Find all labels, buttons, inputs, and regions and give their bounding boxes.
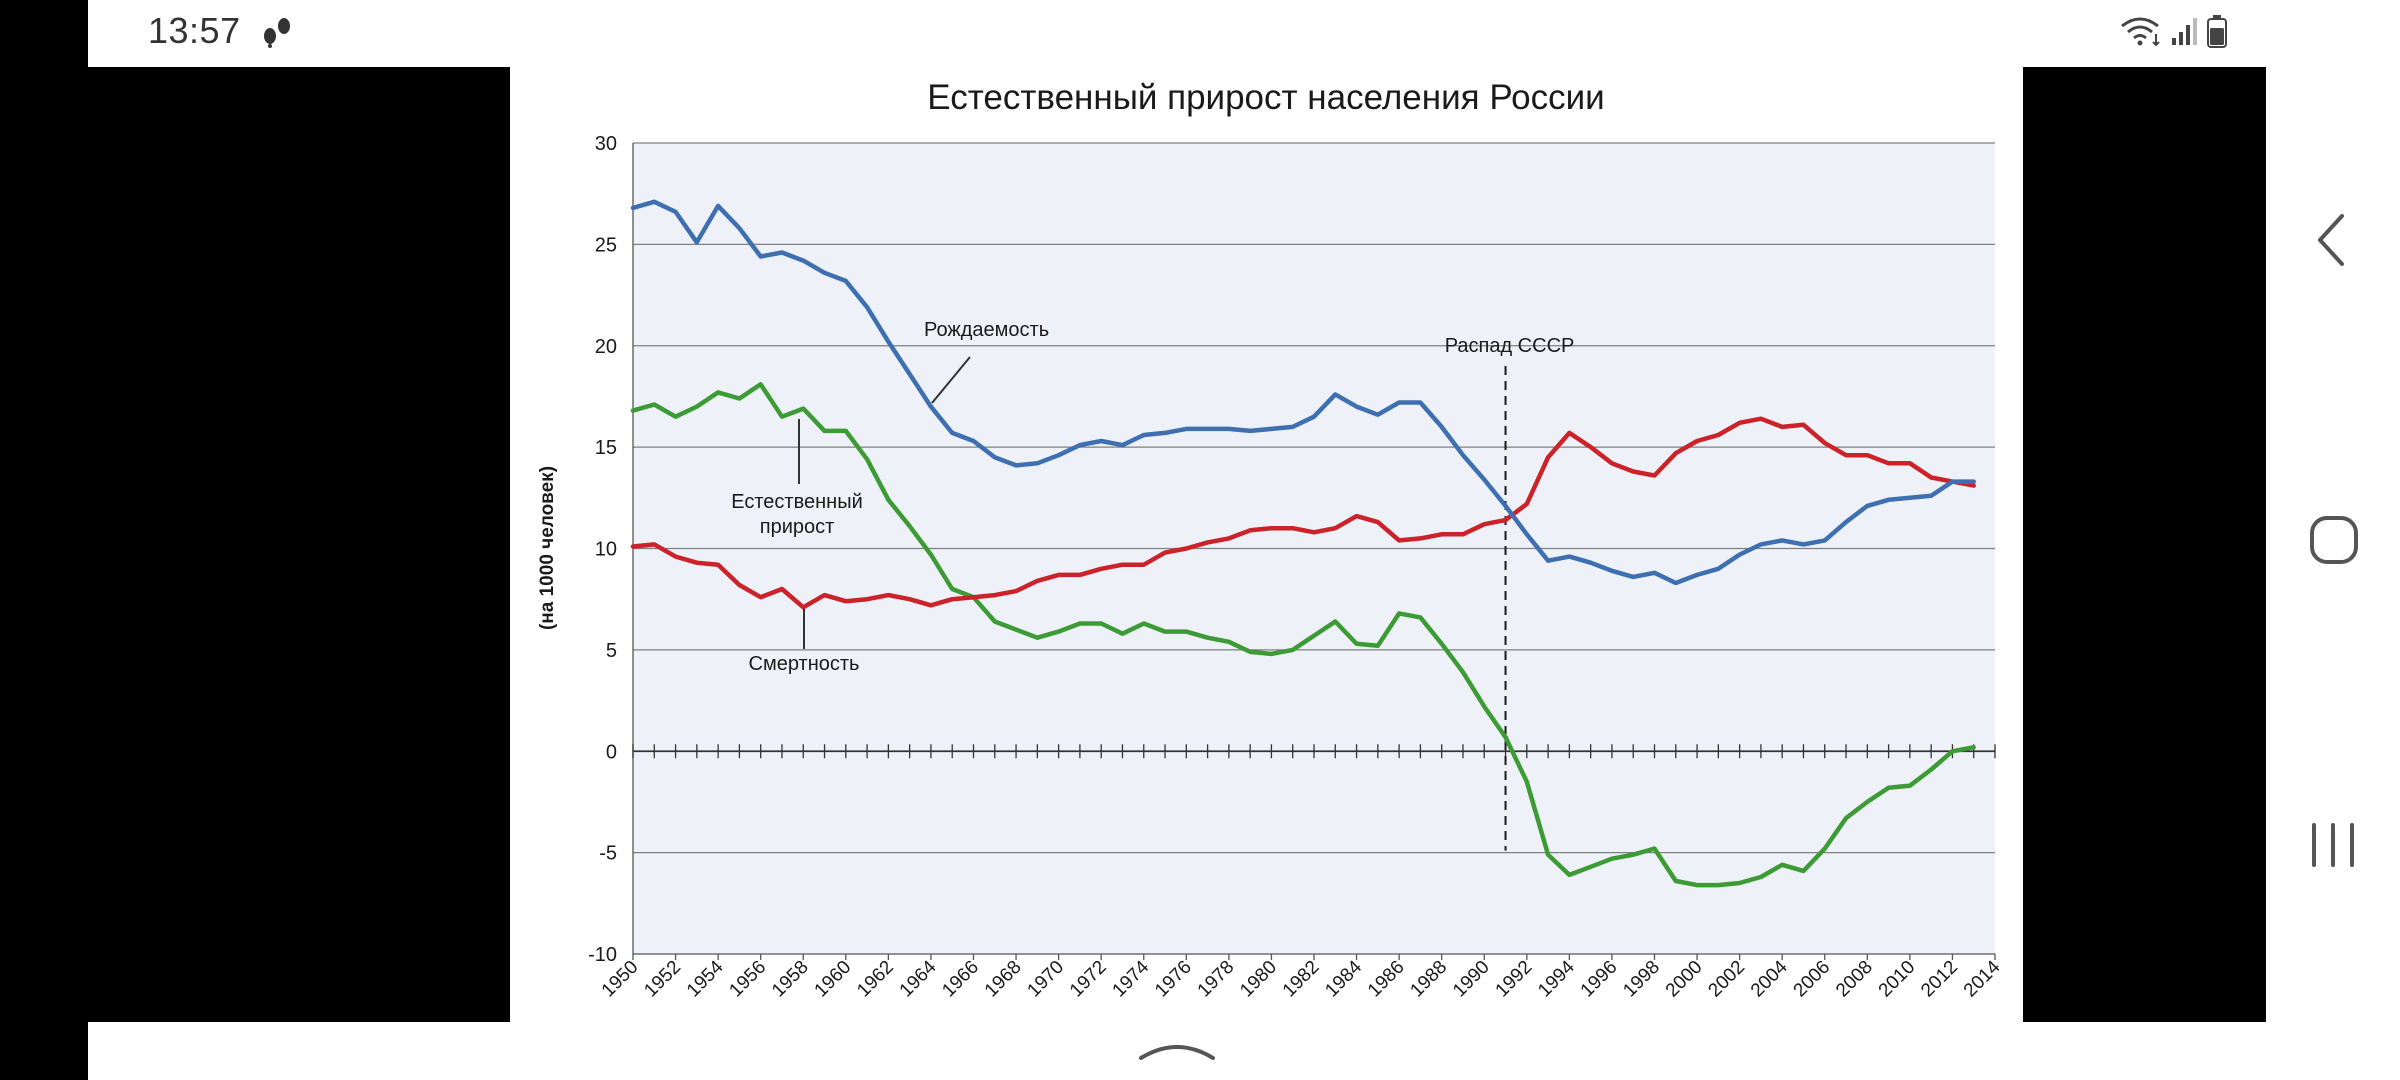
births-series-line xyxy=(630,199,1976,586)
status-time: 13:57 xyxy=(148,10,241,51)
event-marker: Распад СССР xyxy=(1445,335,1575,851)
x-tick-label: 1980 xyxy=(1236,957,1281,1002)
footsteps-icon xyxy=(264,18,290,48)
x-tick-label: 1984 xyxy=(1321,956,1366,1001)
x-tick-label: 2012 xyxy=(1917,957,1962,1002)
status-bar: 13:57 xyxy=(88,0,2266,67)
y-tick-label: 30 xyxy=(595,133,617,155)
y-tick-label: 25 xyxy=(595,234,617,256)
x-tick-label: 1954 xyxy=(683,956,728,1001)
x-tick-label: 1966 xyxy=(938,957,983,1002)
rounded-square-icon xyxy=(2310,516,2358,564)
y-tick-label: 20 xyxy=(595,336,617,358)
y-axis-label: (на 1000 человек) xyxy=(537,466,558,630)
three-bars-icon xyxy=(2312,823,2354,867)
x-tick-label: 1974 xyxy=(1109,956,1154,1001)
status-icons xyxy=(2120,14,2228,48)
chart-title: Естественный прирост населения России xyxy=(927,78,1604,117)
series-lines xyxy=(630,199,1976,888)
x-tick-label: 1978 xyxy=(1194,957,1239,1002)
x-tick-label: 1998 xyxy=(1619,957,1664,1002)
natural-increase-series-line xyxy=(630,382,1976,888)
chart: Естественный прирост населения России 30… xyxy=(537,78,2005,1002)
annotations: Рождаемость Естественный прирост Смертно… xyxy=(731,319,1049,675)
deaths-label: Смертность xyxy=(749,653,860,675)
y-tick-label: -10 xyxy=(588,944,617,966)
natural-label-line2: прирост xyxy=(760,516,835,538)
x-tick-label: 1956 xyxy=(725,957,770,1002)
x-tick-label: 1970 xyxy=(1023,957,1068,1002)
x-tick-label: 1986 xyxy=(1364,957,1409,1002)
x-tick-label: 1990 xyxy=(1449,957,1494,1002)
x-tick-label: 1988 xyxy=(1406,957,1451,1002)
image-viewer[interactable]: Естественный прирост населения России 30… xyxy=(88,67,2266,1022)
x-tick-label: 1996 xyxy=(1577,957,1622,1002)
y-tick-label: 5 xyxy=(606,640,617,662)
home-button[interactable] xyxy=(2288,500,2378,580)
x-tick-label: 1968 xyxy=(981,957,1026,1002)
x-tick-label: 2004 xyxy=(1747,956,1792,1001)
births-label-leader xyxy=(931,356,971,404)
x-tick-label: 2010 xyxy=(1875,957,1920,1002)
wifi-data-icon xyxy=(2121,17,2160,46)
chevron-left-icon xyxy=(2318,214,2344,266)
deaths-series-line xyxy=(630,416,1976,610)
y-tick-label: 15 xyxy=(595,437,617,459)
births-label: Рождаемость xyxy=(924,319,1049,341)
x-tick-label: 1994 xyxy=(1534,956,1579,1001)
x-tick-label: 1964 xyxy=(896,956,941,1001)
chart-image[interactable]: Естественный прирост населения России 30… xyxy=(510,67,2023,1022)
x-tick-label: 1976 xyxy=(1151,957,1196,1002)
recents-button[interactable] xyxy=(2288,805,2378,885)
x-tick-label: 1958 xyxy=(768,957,813,1002)
bottom-bar xyxy=(88,1022,2266,1080)
y-tick-label: -5 xyxy=(599,843,617,865)
x-tick-label: 2008 xyxy=(1832,957,1877,1002)
x-tick-label: 1972 xyxy=(1066,957,1111,1002)
x-tick-label: 1982 xyxy=(1279,957,1324,1002)
navigation-bar xyxy=(2266,0,2400,1080)
x-tick-label: 1952 xyxy=(640,957,685,1002)
x-tick-label: 1962 xyxy=(853,957,898,1002)
x-tick-label: 2006 xyxy=(1790,957,1835,1002)
chevron-up-icon[interactable] xyxy=(1137,1036,1217,1066)
event-label: Распад СССР xyxy=(1445,335,1575,357)
y-tick-label: 10 xyxy=(595,539,617,561)
battery-icon xyxy=(2207,15,2227,48)
signal-bars-icon xyxy=(2172,18,2197,45)
x-tick-label: 2014 xyxy=(1960,956,2005,1001)
x-tick-label: 1992 xyxy=(1492,957,1537,1002)
x-tick-label: 2002 xyxy=(1704,957,1749,1002)
x-tick-label: 2000 xyxy=(1662,957,1707,1002)
y-tick-label: 0 xyxy=(606,741,617,763)
natural-label-line1: Естественный xyxy=(731,491,863,513)
x-tick-label: 1960 xyxy=(811,957,856,1002)
back-button[interactable] xyxy=(2288,200,2378,280)
